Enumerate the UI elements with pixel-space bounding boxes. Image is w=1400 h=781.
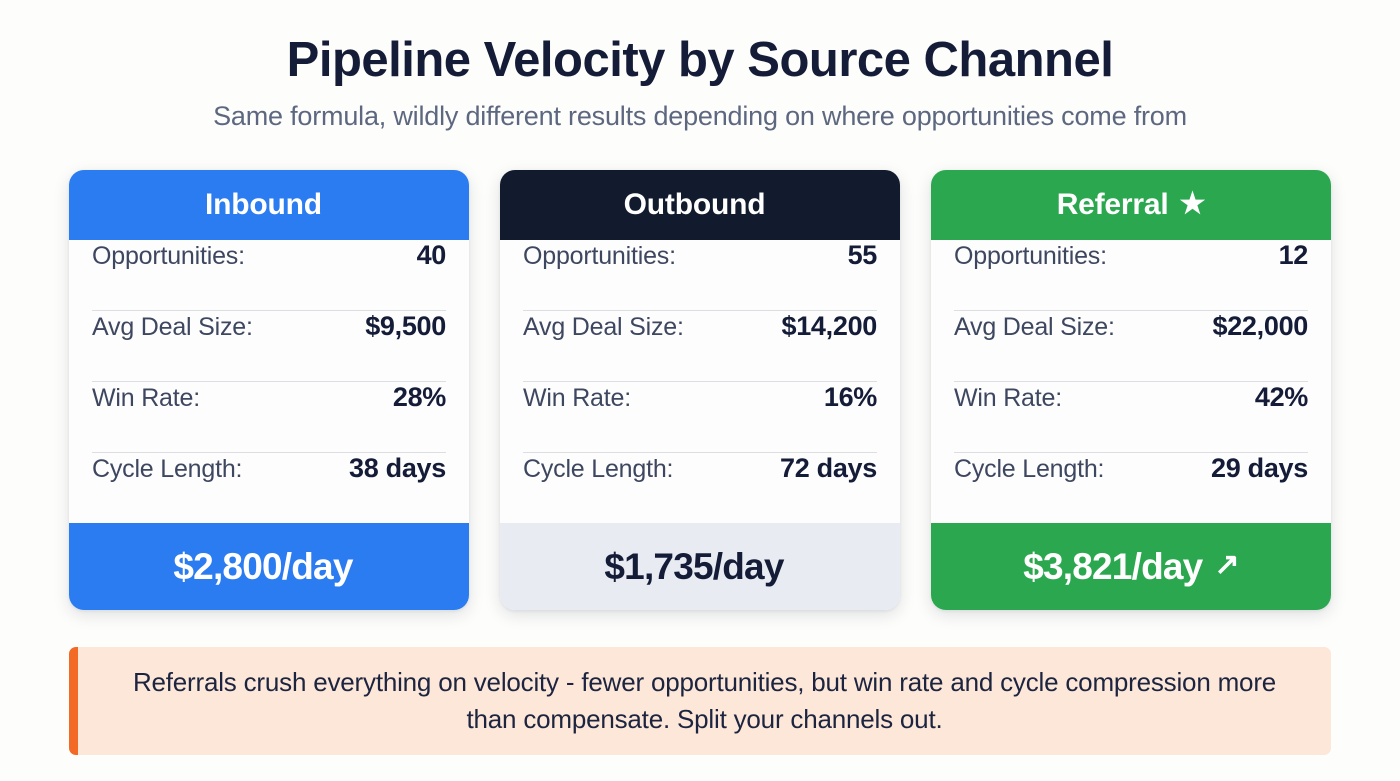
card-title-outbound: Outbound (623, 188, 766, 221)
metric-value: $22,000 (1212, 311, 1309, 341)
metric-value: 28% (392, 382, 446, 412)
card-footer-outbound: $1,735/day (500, 523, 900, 610)
insight-callout: Referrals crush everything on velocity -… (69, 647, 1331, 755)
metric-row: Win Rate: 28% (92, 382, 446, 453)
metric-value: 12 (1278, 240, 1309, 270)
velocity-value: $2,800/day (173, 545, 353, 587)
metric-label: Opportunities: (954, 242, 1107, 270)
metric-label: Opportunities: (523, 242, 676, 270)
metric-label: Cycle Length: (523, 455, 674, 483)
metric-value: $9,500 (365, 311, 446, 341)
metric-row: Opportunities: 55 (523, 240, 877, 311)
metric-label: Avg Deal Size: (523, 313, 684, 341)
arrow-up-right-icon: ↗ (1214, 547, 1239, 581)
velocity-value: $3,821/day (1023, 545, 1203, 587)
card-title-inbound: Inbound (205, 188, 322, 221)
card-header-referral: Referral ★ (931, 170, 1331, 240)
page-title: Pipeline Velocity by Source Channel (286, 33, 1114, 87)
card-body-inbound: Opportunities: 40 Avg Deal Size: $9,500 … (69, 240, 469, 523)
metric-row: Opportunities: 40 (92, 240, 446, 311)
metric-value: 55 (847, 240, 878, 270)
callout-text: Referrals crush everything on velocity -… (132, 667, 1277, 734)
star-icon: ★ (1179, 187, 1206, 220)
metric-row: Cycle Length: 72 days (523, 453, 877, 523)
metric-label: Avg Deal Size: (954, 313, 1115, 341)
channel-card-inbound[interactable]: Inbound Opportunities: 40 Avg Deal Size:… (69, 170, 469, 610)
metric-value: 72 days (780, 453, 877, 483)
metric-row: Opportunities: 12 (954, 240, 1308, 311)
metric-row: Cycle Length: 29 days (954, 453, 1308, 523)
metric-value: 16% (823, 382, 877, 412)
metric-row: Cycle Length: 38 days (92, 453, 446, 523)
card-body-outbound: Opportunities: 55 Avg Deal Size: $14,200… (500, 240, 900, 523)
metric-value: 42% (1254, 382, 1308, 412)
velocity-value: $1,735/day (604, 545, 784, 587)
metric-label: Win Rate: (523, 384, 631, 412)
page-header: Pipeline Velocity by Source Channel Same… (0, 0, 1400, 132)
card-title-referral: Referral (1056, 188, 1169, 221)
card-footer-inbound: $2,800/day (69, 523, 469, 610)
channel-card-outbound[interactable]: Outbound Opportunities: 55 Avg Deal Size… (500, 170, 900, 610)
metric-row: Avg Deal Size: $9,500 (92, 311, 446, 382)
channel-card-referral[interactable]: Referral ★ Opportunities: 12 Avg Deal Si… (931, 170, 1331, 610)
metric-row: Win Rate: 42% (954, 382, 1308, 453)
metric-value: 38 days (349, 453, 446, 483)
metric-row: Avg Deal Size: $14,200 (523, 311, 877, 382)
metric-label: Win Rate: (92, 384, 200, 412)
metric-row: Avg Deal Size: $22,000 (954, 311, 1308, 382)
metric-label: Opportunities: (92, 242, 245, 270)
metric-value: 29 days (1211, 453, 1308, 483)
card-header-inbound: Inbound (69, 170, 469, 240)
metric-label: Cycle Length: (954, 455, 1105, 483)
card-header-outbound: Outbound (500, 170, 900, 240)
channel-cards-row: Inbound Opportunities: 40 Avg Deal Size:… (69, 170, 1331, 610)
metric-row: Win Rate: 16% (523, 382, 877, 453)
metric-value: $14,200 (781, 311, 878, 341)
metric-label: Win Rate: (954, 384, 1062, 412)
metric-value: 40 (416, 240, 447, 270)
metric-label: Cycle Length: (92, 455, 243, 483)
card-footer-referral: $3,821/day ↗ (931, 523, 1331, 610)
metric-label: Avg Deal Size: (92, 313, 253, 341)
card-body-referral: Opportunities: 12 Avg Deal Size: $22,000… (931, 240, 1331, 523)
page-subtitle: Same formula, wildly different results d… (213, 100, 1187, 131)
